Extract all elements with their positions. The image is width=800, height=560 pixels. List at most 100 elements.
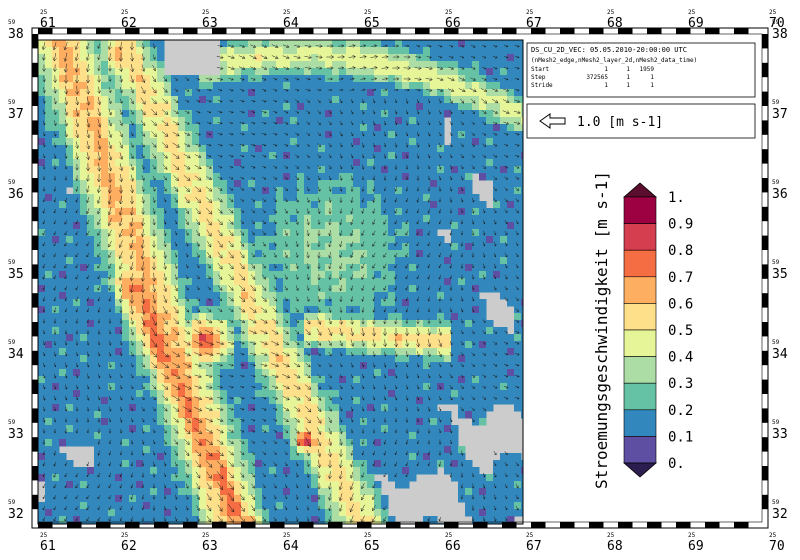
- speed-cell: [346, 488, 354, 496]
- speed-cell: [136, 467, 144, 475]
- speed-cell: [514, 40, 522, 48]
- velocity-arrow: [152, 43, 156, 49]
- velocity-arrow: [140, 120, 146, 126]
- speed-cell: [290, 467, 298, 475]
- speed-cell: [234, 278, 242, 286]
- velocity-arrow: [108, 87, 112, 94]
- speed-cell: [346, 201, 354, 209]
- speed-cell: [472, 495, 480, 503]
- speed-cell: [360, 474, 368, 482]
- speed-cell: [346, 236, 354, 244]
- speed-cell: [136, 264, 144, 272]
- speed-cell: [38, 250, 46, 258]
- speed-cell: [472, 124, 480, 132]
- speed-cell: [122, 131, 130, 139]
- speed-cell: [220, 453, 228, 461]
- speed-cell: [304, 334, 312, 342]
- speed-cell: [52, 397, 60, 405]
- speed-cell: [143, 166, 151, 174]
- velocity-arrow: [338, 77, 344, 81]
- speed-cell: [388, 446, 396, 454]
- speed-cell: [192, 355, 200, 363]
- speed-cell: [346, 313, 354, 321]
- speed-cell: [423, 131, 431, 139]
- speed-cell: [304, 138, 312, 146]
- speed-cell: [332, 68, 340, 76]
- speed-cell: [339, 509, 347, 517]
- speed-cell: [38, 355, 46, 363]
- speed-cell: [304, 432, 312, 440]
- speed-cell: [332, 299, 340, 307]
- speed-cell: [353, 488, 361, 496]
- speed-cell: [185, 390, 193, 398]
- velocity-arrow: [250, 77, 256, 81]
- speed-cell: [374, 383, 382, 391]
- speed-cell: [521, 348, 523, 356]
- speed-cell: [311, 327, 319, 335]
- speed-cell: [500, 187, 508, 195]
- speed-cell: [234, 362, 242, 370]
- velocity-arrow: [75, 130, 80, 139]
- velocity-arrow: [425, 88, 433, 92]
- speed-cell: [472, 145, 480, 153]
- speed-cell: [290, 397, 298, 405]
- speed-cell: [136, 453, 144, 461]
- speed-cell: [248, 180, 256, 188]
- speed-cell: [213, 446, 221, 454]
- speed-cell: [304, 187, 312, 195]
- speed-cell: [304, 285, 312, 293]
- velocity-arrow: [426, 44, 432, 48]
- velocity-arrow: [481, 55, 487, 59]
- speed-cell: [297, 320, 305, 328]
- speed-cell: [507, 285, 515, 293]
- speed-cell: [388, 397, 396, 405]
- speed-cell: [416, 110, 424, 118]
- speed-cell: [115, 327, 123, 335]
- speed-cell: [318, 250, 326, 258]
- speed-cell: [185, 460, 193, 468]
- speed-cell: [318, 138, 326, 146]
- speed-cell: [521, 201, 523, 209]
- speed-cell: [367, 271, 375, 279]
- speed-cell: [136, 474, 144, 482]
- speed-cell: [325, 54, 333, 62]
- speed-cell: [367, 75, 375, 83]
- speed-cell: [248, 278, 256, 286]
- speed-cell: [164, 229, 172, 237]
- speed-cell: [234, 320, 242, 328]
- velocity-arrow: [108, 76, 112, 82]
- speed-cell: [234, 243, 242, 251]
- speed-cell: [311, 488, 319, 496]
- speed-cell: [409, 124, 417, 132]
- speed-cell: [73, 390, 81, 398]
- speed-cell: [178, 89, 186, 97]
- speed-cell: [423, 411, 431, 419]
- speed-cell: [521, 180, 523, 188]
- speed-cell: [171, 152, 179, 160]
- speed-cell: [353, 481, 361, 489]
- speed-cell: [479, 369, 487, 377]
- speed-cell: [80, 229, 88, 237]
- velocity-arrow: [513, 121, 521, 125]
- speed-cell: [122, 481, 130, 489]
- speed-cell: [178, 481, 186, 489]
- speed-cell: [87, 348, 95, 356]
- speed-cell: [52, 215, 60, 223]
- speed-cell: [458, 47, 466, 55]
- speed-cell: [136, 103, 144, 111]
- speed-cell: [255, 460, 263, 468]
- velocity-arrow: [414, 77, 422, 81]
- speed-cell: [171, 201, 179, 209]
- speed-cell: [262, 355, 270, 363]
- speed-cell: [325, 187, 333, 195]
- speed-cell: [206, 383, 214, 391]
- speed-cell: [304, 89, 312, 97]
- speed-cell: [472, 222, 480, 230]
- speed-cell: [416, 341, 424, 349]
- velocity-arrow: [119, 98, 123, 104]
- speed-cell: [521, 488, 523, 496]
- speed-cell: [45, 369, 53, 377]
- speed-cell: [157, 474, 165, 482]
- speed-cell: [395, 334, 403, 342]
- speed-cell: [339, 467, 347, 475]
